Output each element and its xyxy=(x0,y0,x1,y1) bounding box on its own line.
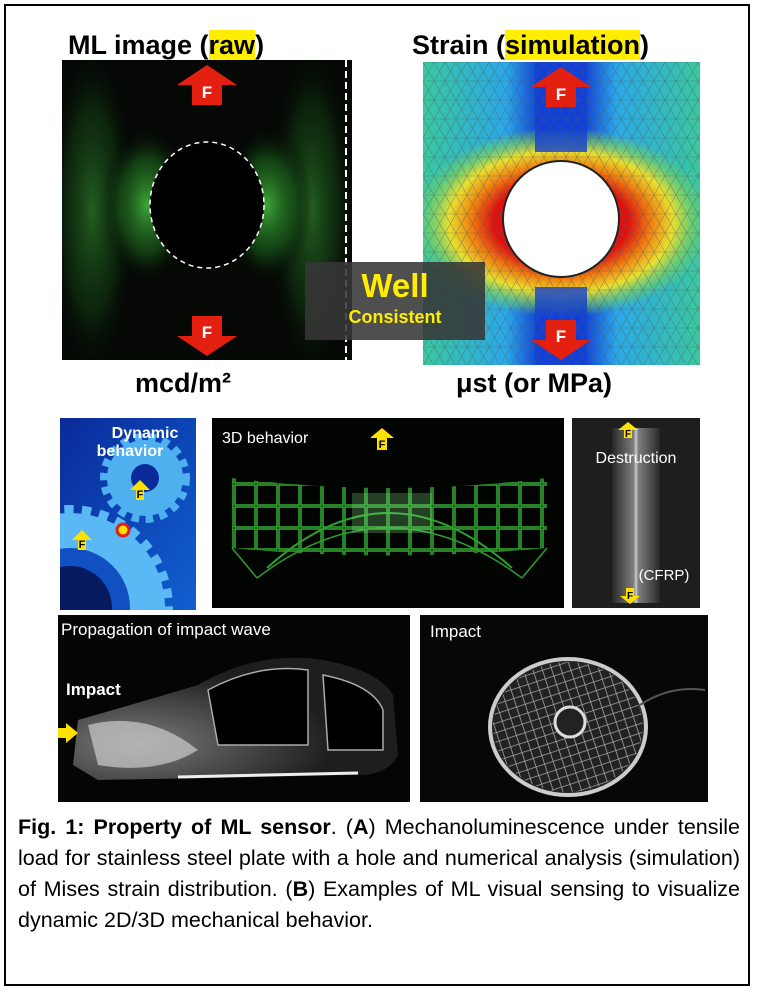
gear-label: Dynamic xyxy=(112,425,179,442)
force-label: F xyxy=(202,323,212,342)
destruction-image: F Destruction (CFRP) F xyxy=(572,418,700,608)
title-highlight: raw xyxy=(209,30,256,60)
panel-label: Impact xyxy=(66,680,121,699)
force-label: F xyxy=(625,429,631,440)
behavior-3d-image: 3D behavior F xyxy=(212,418,564,608)
force-label: F xyxy=(556,85,566,104)
badge-line: Consistent xyxy=(305,306,485,328)
impact-wave-image: Propagation of impact wave Impact xyxy=(58,615,410,802)
ml-unit: mcd/m² xyxy=(135,368,231,399)
gear-label: behavior xyxy=(97,443,164,460)
panel-label: Impact xyxy=(430,622,481,641)
figure-caption: Fig. 1: Property of ML sensor. (A) Mecha… xyxy=(18,812,740,936)
panel-label: (CFRP) xyxy=(639,567,690,584)
force-label: F xyxy=(202,83,212,102)
strain-unit: μst (or MPa) xyxy=(456,368,612,399)
panel-label: Propagation of impact wave xyxy=(61,620,271,639)
consistency-badge: Well Consistent xyxy=(305,262,485,340)
title-part: ) xyxy=(640,30,649,60)
caption-segment: Fig. 1: Property of ML sensor xyxy=(18,815,331,839)
title-highlight: simulation xyxy=(505,30,640,60)
caption-segment: B xyxy=(293,877,309,901)
panel-label: 3D behavior xyxy=(222,430,309,447)
panel-label: Destruction xyxy=(596,450,677,467)
strain-title: Strain (simulation) xyxy=(412,30,649,61)
title-part: ) xyxy=(255,30,264,60)
title-part: Strain ( xyxy=(412,30,505,60)
impact-image: Impact xyxy=(420,615,708,802)
title-part: ML image ( xyxy=(68,30,209,60)
caption-segment: A xyxy=(353,815,369,839)
force-label: F xyxy=(137,489,144,501)
ml-title: ML image (raw) xyxy=(68,30,264,61)
badge-line: Well xyxy=(305,266,485,306)
gear-image: Dynamic behavior F F xyxy=(60,418,196,610)
force-label: F xyxy=(379,439,386,451)
caption-segment: . ( xyxy=(331,815,353,839)
force-label: F xyxy=(79,539,86,551)
force-label: F xyxy=(627,591,633,602)
force-label: F xyxy=(556,327,566,346)
